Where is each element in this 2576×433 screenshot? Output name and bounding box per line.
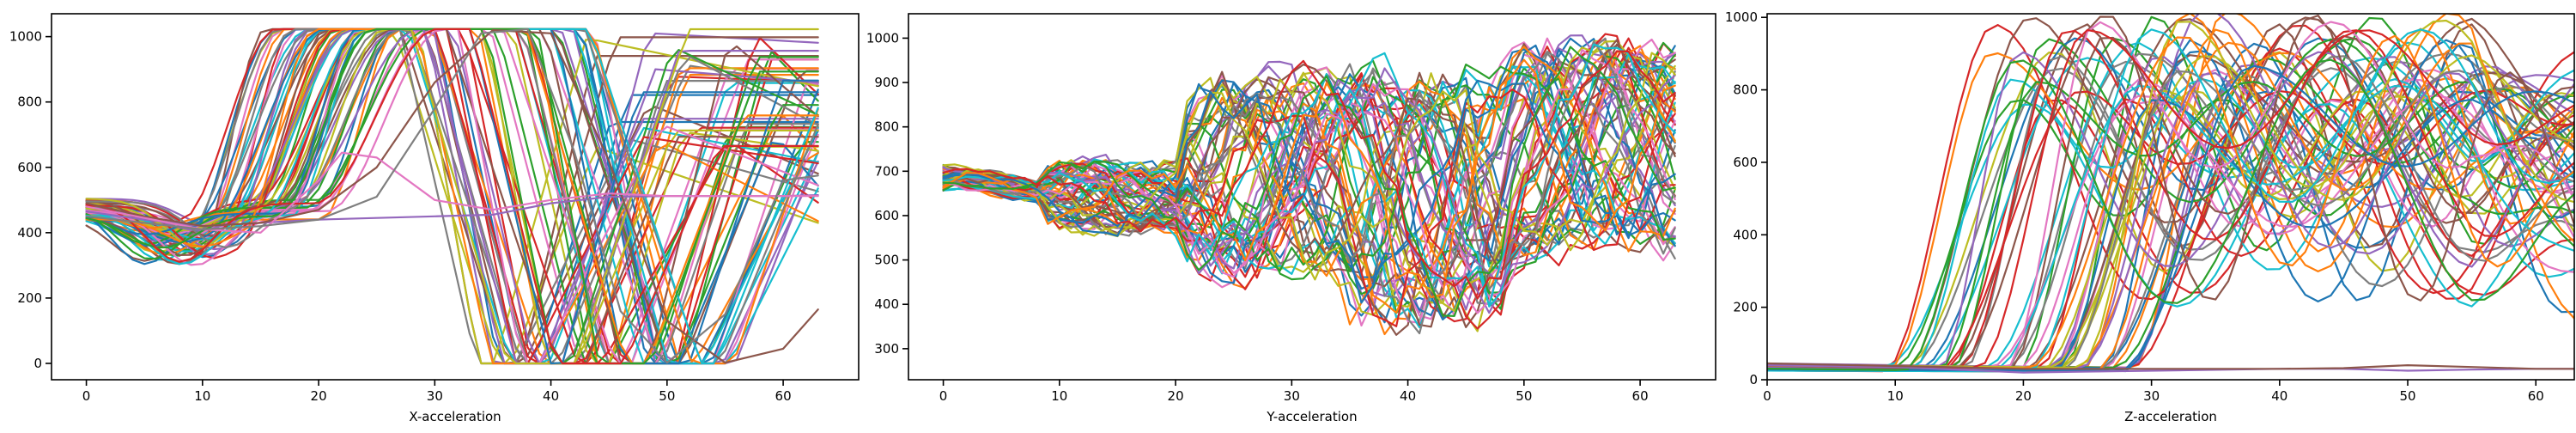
x-tick-label: 10	[194, 388, 210, 404]
x-tick-label: 30	[427, 388, 443, 404]
y-tick-label: 1000	[1725, 9, 1758, 25]
x-tick-label: 50	[2399, 388, 2415, 404]
series-line	[1767, 15, 2574, 369]
x-tick-label: 30	[1284, 388, 1300, 404]
plot-frame	[51, 13, 860, 381]
series-line	[85, 27, 819, 365]
series-line-slow-rise	[85, 27, 819, 364]
y-tick-label: 400	[1733, 227, 1758, 242]
y-tick-label: 800	[17, 95, 42, 110]
x-tick-label: 20	[1168, 388, 1184, 404]
series-line-late	[85, 28, 819, 364]
y-tick-label: 0	[1749, 372, 1758, 387]
x-tick-label: 0	[1763, 388, 1771, 404]
x-tick-label: 40	[1400, 388, 1416, 404]
series-line	[942, 33, 1676, 330]
series-line	[942, 46, 1676, 317]
series-line	[1767, 28, 2574, 373]
series-line	[85, 27, 819, 365]
y-tick-label: 600	[17, 160, 42, 175]
y-tick-label: 200	[17, 290, 42, 306]
series-line	[942, 48, 1676, 278]
series-group	[942, 33, 1676, 336]
y-tick-label: 1000	[9, 29, 42, 45]
series-line	[1767, 52, 2574, 370]
series-line	[942, 48, 1676, 314]
series-line	[1767, 58, 2574, 371]
series-line	[942, 51, 1676, 335]
x-tick-label: 40	[543, 388, 559, 404]
series-line-flat-cyan	[1767, 362, 2574, 370]
series-line	[942, 50, 1676, 300]
x-tick-label: 10	[1051, 388, 1067, 404]
series-line	[1767, 103, 2574, 369]
x-tick-label: 20	[311, 388, 327, 404]
x-tick-label: 20	[2015, 388, 2032, 404]
x-tick-label: 50	[1516, 388, 1532, 404]
y-tick-label: 400	[874, 296, 899, 312]
plot-frame	[908, 13, 1716, 381]
y-tick-label: 500	[874, 253, 899, 268]
series-line	[1767, 15, 2574, 369]
plot-frame	[1766, 13, 2575, 381]
series-line	[942, 43, 1676, 307]
chart-panel-y: 0 10 20 30 40 50 60 300 400 500 600 700 800 900 1000 Y-…	[866, 13, 1716, 424]
series-line	[942, 64, 1676, 281]
series-line	[942, 40, 1676, 312]
x-tick-label: 0	[82, 388, 91, 404]
x-tick-label: 10	[1887, 388, 1904, 404]
y-tick-label: 800	[1733, 82, 1758, 98]
x-tick-label: 60	[2528, 388, 2544, 404]
series-line-mid-plateau	[85, 151, 819, 234]
series-group	[85, 27, 819, 365]
series-line	[85, 27, 819, 365]
x-tick-label: 0	[939, 388, 948, 404]
series-line	[85, 27, 819, 365]
x-axis-label: Z-acceleration	[2124, 409, 2217, 424]
series-group	[1767, 14, 2574, 374]
y-tick-label: 800	[874, 119, 899, 135]
y-tick-label: 200	[1733, 300, 1758, 315]
y-tick-label: 1000	[866, 30, 899, 46]
series-line	[942, 52, 1676, 281]
x-tick-label: 50	[659, 388, 675, 404]
series-line	[942, 37, 1676, 320]
x-tick-label: 60	[1632, 388, 1649, 404]
x-axis-label: Y-acceleration	[1266, 409, 1357, 424]
chart-panel-x: 0 10 20 30 40 50 6002004006008001000X-accelera…	[9, 13, 860, 424]
series-line	[942, 37, 1676, 305]
series-line	[942, 39, 1676, 274]
series-line	[942, 45, 1676, 277]
y-tick-label: 900	[874, 75, 899, 90]
x-axis-label: X-acceleration	[409, 409, 501, 424]
y-tick-label: 300	[874, 341, 899, 357]
y-tick-label: 600	[874, 208, 899, 223]
series-line	[85, 27, 819, 365]
y-tick-label: 0	[33, 356, 42, 371]
y-tick-label: 600	[1733, 155, 1758, 170]
y-tick-label: 400	[17, 225, 42, 241]
chart-panel-z: 0 10 20 30 40 50 6002004006008001000Z-accelera…	[1725, 9, 2575, 424]
x-tick-label: 30	[2143, 388, 2160, 404]
x-tick-label: 60	[775, 388, 792, 404]
x-tick-label: 40	[2271, 388, 2287, 404]
y-tick-label: 700	[874, 163, 899, 179]
series-line	[85, 27, 819, 365]
